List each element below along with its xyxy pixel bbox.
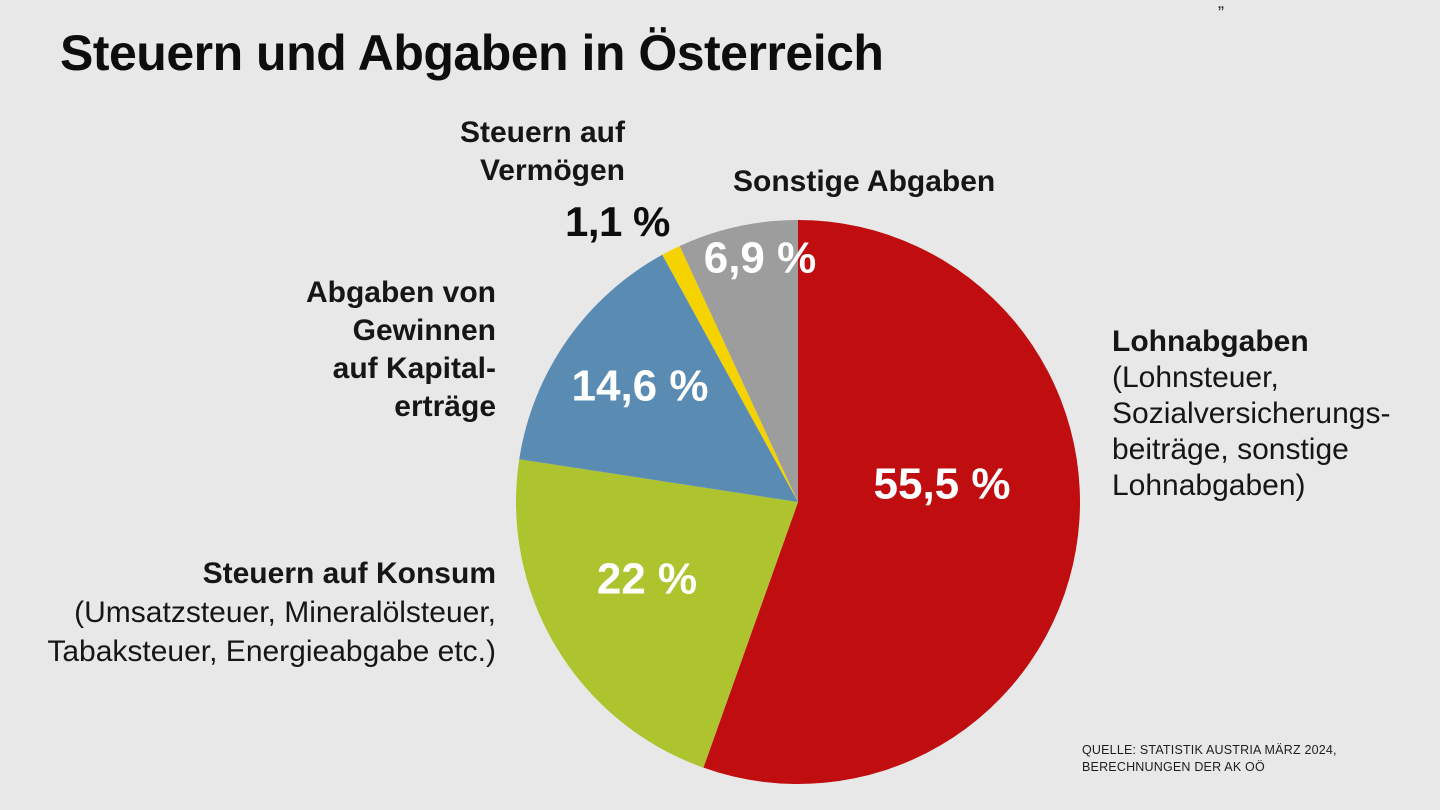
source-note: QUELLE: STATISTIK AUSTRIA MÄRZ 2024, BER… [1082, 742, 1337, 776]
value-label-lohn: 55,5 % [874, 460, 1011, 509]
label-lohnabgaben-detail-2: Sozialversicherungs- [1112, 397, 1391, 430]
label-kapital: Abgaben von Gewinnen auf Kapital- erträg… [306, 274, 496, 426]
value-label-sonstige: 6,9 % [704, 234, 817, 283]
value-label-konsum: 22 % [597, 555, 697, 604]
label-vermoegen-line-2: Vermögen [479, 154, 625, 187]
label-vermoegen: Steuern auf Vermögen [460, 114, 625, 190]
label-vermoegen-line-1: Steuern auf [459, 116, 625, 149]
label-konsum-name: Steuern auf Konsum [202, 557, 496, 590]
pie-slice-lohn [703, 220, 1080, 784]
label-konsum-detail-1: (Umsatzsteuer, Mineralölsteuer, [74, 596, 496, 629]
value-label-kapital: 14,6 % [572, 362, 709, 411]
label-kapital-line-4: erträge [394, 390, 496, 423]
pie-slice-kapital [519, 254, 798, 502]
label-lohnabgaben-detail-1: (Lohnsteuer, [1112, 361, 1279, 394]
label-kapital-line-2: Gewinnen [352, 314, 496, 347]
pie-slice-sonstige [679, 220, 798, 502]
pie-slice-konsum [515, 459, 798, 768]
value-label-vermoegen: 1,1 % [565, 198, 670, 245]
source-line-1: QUELLE: STATISTIK AUSTRIA MÄRZ 2024, [1082, 743, 1337, 757]
label-konsum-detail-2: Tabaksteuer, Energieabgabe etc.) [47, 635, 496, 668]
label-lohnabgaben: Lohnabgaben (Lohnsteuer, Sozialversicher… [1112, 324, 1390, 504]
label-sonstige: Sonstige Abgaben [733, 164, 995, 200]
label-kapital-line-1: Abgaben von [305, 276, 496, 309]
pie-slice-vermoegen [662, 246, 798, 502]
label-lohnabgaben-detail-3: beiträge, sonstige [1112, 433, 1349, 466]
chart-title: Steuern und Abgaben in Österreich [60, 25, 884, 81]
label-sonstige-name: Sonstige Abgaben [733, 165, 996, 198]
corner-mark: „ [1218, 0, 1224, 12]
source-line-2: BERECHNUNGEN DER AK OÖ [1082, 760, 1265, 774]
label-lohnabgaben-name: Lohnabgaben [1112, 325, 1309, 358]
label-lohnabgaben-detail-4: Lohnabgaben) [1112, 469, 1306, 502]
label-konsum: Steuern auf Konsum (Umsatzsteuer, Minera… [47, 556, 496, 670]
label-kapital-line-3: auf Kapital- [332, 352, 496, 385]
